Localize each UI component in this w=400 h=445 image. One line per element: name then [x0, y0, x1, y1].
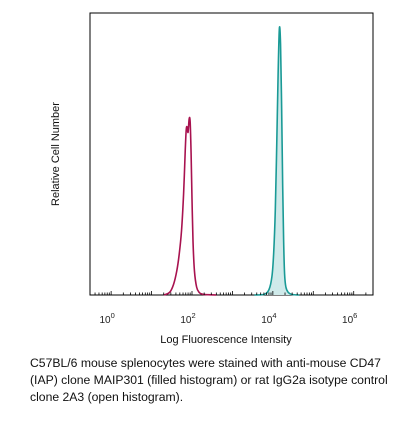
x-axis-title: Log Fluorescence Intensity — [160, 334, 292, 346]
x-tick-label: 102 — [180, 311, 195, 326]
tick-layer: 100 102 104 106 — [89, 291, 374, 326]
plot-frame — [89, 12, 374, 296]
histogram-filled-line — [254, 26, 300, 296]
y-axis-title: Relative Cell Number — [50, 102, 62, 206]
x-tick-label: 104 — [261, 311, 276, 326]
histogram-open-line — [163, 116, 217, 296]
x-tick-label: 100 — [99, 311, 114, 326]
x-tick-label: 106 — [342, 311, 357, 326]
figure-caption: C57BL/6 mouse splenocytes were stained w… — [30, 356, 388, 404]
series-layer — [163, 26, 300, 296]
